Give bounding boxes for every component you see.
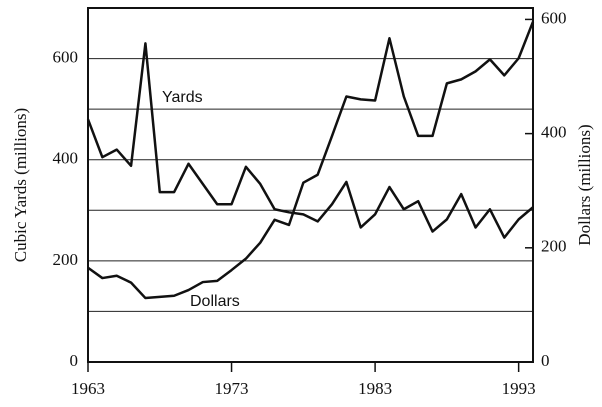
y-axis-label: Cubic Yards (millions) — [11, 108, 30, 262]
plot-frame — [87, 7, 534, 363]
y2-tick-label: 400 — [541, 123, 567, 142]
y2-axis-label: Dollars (millions) — [575, 124, 594, 245]
y2-tick-label: 600 — [541, 8, 567, 27]
series-line — [86, 42, 534, 239]
series-annotation: Dollars — [190, 293, 240, 310]
x-tick-label: 1983 — [358, 379, 392, 398]
series-annotation: Yards — [162, 89, 203, 106]
y2-tick-label: 0 — [541, 351, 550, 370]
y-tick-label: 200 — [53, 250, 79, 269]
y-tick-label: 600 — [53, 47, 79, 66]
y2-tick-label: 200 — [541, 237, 567, 256]
y-tick-label: 0 — [70, 351, 79, 370]
x-tick-label: 1993 — [502, 379, 536, 398]
y-tick-label: 400 — [53, 149, 79, 168]
x-tick-label: 1963 — [71, 379, 105, 398]
x-tick-label: 1973 — [215, 379, 249, 398]
series-line — [87, 21, 535, 300]
